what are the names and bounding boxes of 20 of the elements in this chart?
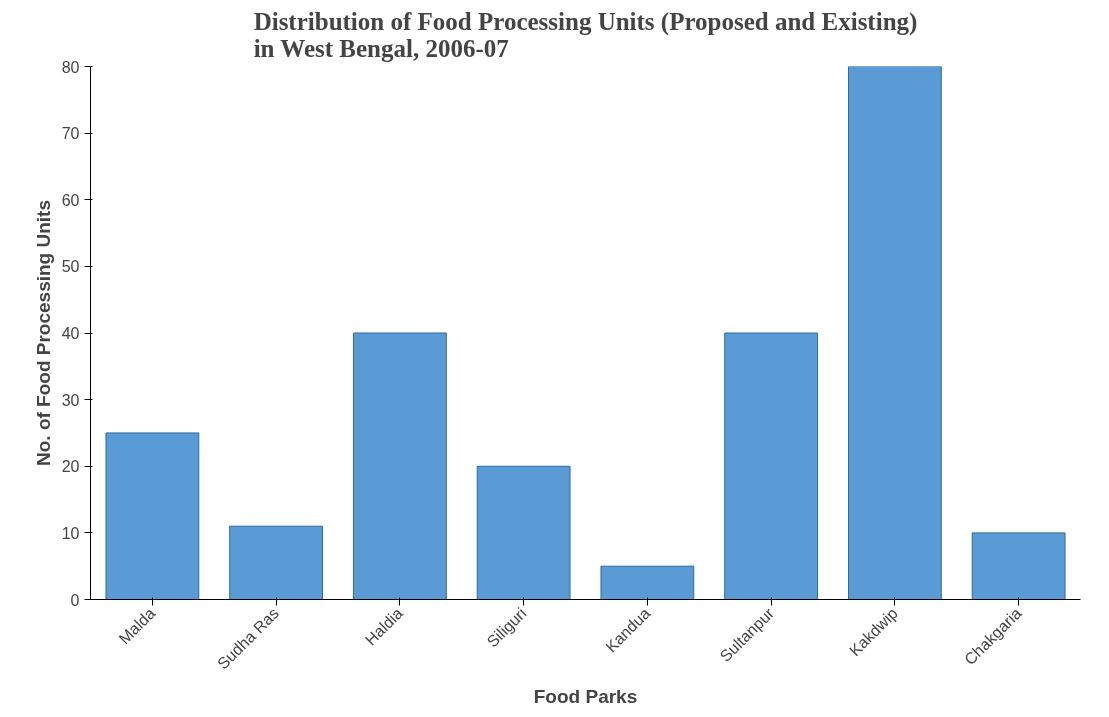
bar (847, 66, 942, 600)
y-tick-label: 0 (70, 591, 80, 609)
bar (600, 565, 695, 600)
y-tick-label: 30 (61, 391, 80, 409)
bar (352, 332, 447, 600)
x-axis-title: Food Parks (533, 686, 638, 708)
bar (105, 432, 200, 600)
y-tick-label: 20 (61, 458, 80, 476)
y-tick-label: 50 (61, 258, 80, 276)
y-tick-label: 60 (61, 191, 80, 209)
bar (476, 465, 571, 600)
bar (229, 525, 324, 600)
y-tick-label: 10 (61, 524, 80, 542)
y-tick-label: 80 (61, 58, 80, 76)
y-axis-title: No. of Food Processing Units (32, 199, 54, 466)
y-tick-label: 40 (61, 325, 80, 342)
bar (724, 332, 819, 600)
chart-title: Distribution of Food Processing Units (Proposed and Existing) in West Bengal, 2006-07 (253, 7, 918, 62)
bar (971, 532, 1066, 600)
y-tick-label: 70 (61, 125, 80, 143)
